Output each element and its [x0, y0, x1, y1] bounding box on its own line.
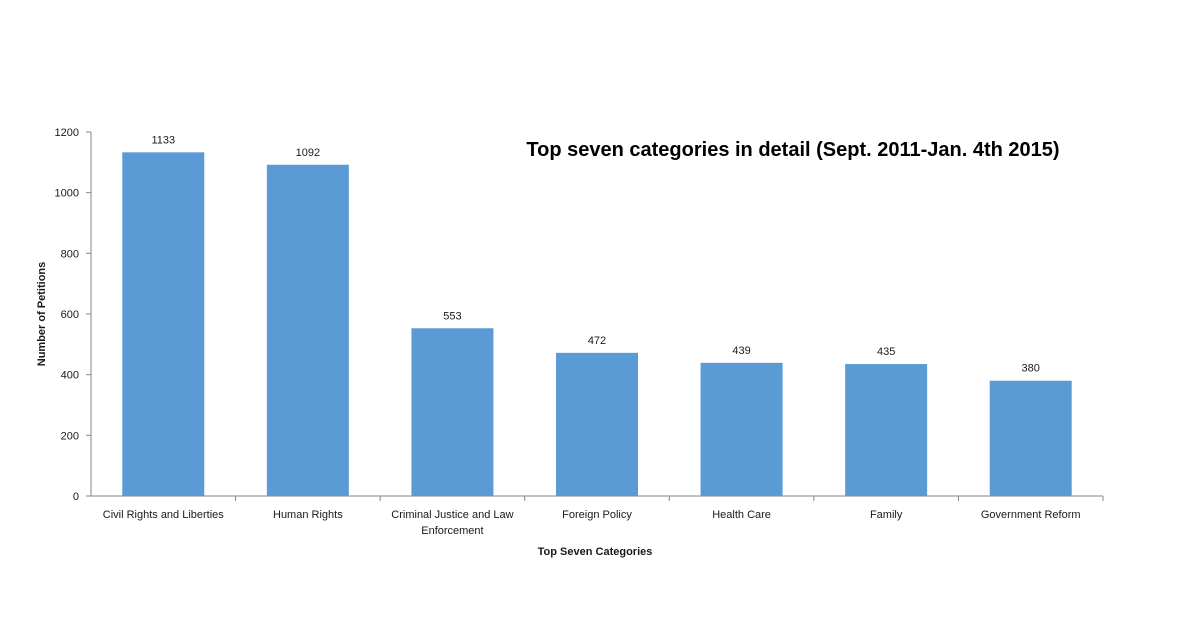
- y-tick-label: 400: [61, 370, 79, 382]
- bar: [556, 352, 638, 496]
- data-label: 380: [1022, 363, 1040, 375]
- bar: [845, 364, 928, 496]
- y-ticks: 0 200 400 600 800 1000 1200: [55, 127, 91, 503]
- y-tick-label: 200: [61, 430, 79, 442]
- data-label: 439: [732, 345, 750, 357]
- y-tick-label: 1200: [55, 127, 79, 139]
- x-tick-label: Family: [870, 509, 903, 521]
- bar: [411, 328, 494, 496]
- bar: [266, 164, 349, 496]
- y-tick-label: 1000: [55, 188, 79, 200]
- x-tick-label: Civil Rights and Liberties: [103, 509, 225, 521]
- x-tick-label: Enforcement: [421, 525, 483, 537]
- data-label: 1133: [151, 134, 175, 146]
- data-label: 1092: [296, 147, 320, 159]
- x-axis: Civil Rights and Liberties Human Rights Cr…: [91, 495, 1104, 537]
- value-labels: 1133 1092 553 472 439 435 380: [151, 134, 1039, 374]
- bars: [122, 152, 1072, 496]
- bar: [700, 362, 783, 496]
- bar: [989, 380, 1072, 496]
- y-tick-label: 0: [73, 491, 79, 503]
- x-tick-label: Foreign Policy: [562, 509, 632, 521]
- y-axis-title: Number of Petitions: [36, 262, 48, 367]
- data-label: 472: [588, 335, 606, 347]
- x-tick-label: Government Reform: [981, 509, 1081, 521]
- chart-title: Top seven categories in detail (Sept. 20…: [526, 139, 1059, 161]
- y-axis: 0 200 400 600 800 1000 1200: [55, 127, 92, 503]
- y-tick-label: 600: [61, 309, 79, 321]
- data-label: 435: [877, 346, 895, 358]
- bar: [122, 152, 205, 496]
- x-tick-label: Human Rights: [273, 509, 343, 521]
- data-label: 553: [443, 310, 461, 322]
- x-tick-label: Health Care: [712, 509, 771, 521]
- y-tick-label: 800: [61, 248, 79, 260]
- x-axis-title: Top Seven Categories: [538, 546, 653, 558]
- x-tick-label: Criminal Justice and Law: [391, 509, 513, 521]
- x-labels: Civil Rights and Liberties Human Rights Cr…: [103, 496, 1104, 537]
